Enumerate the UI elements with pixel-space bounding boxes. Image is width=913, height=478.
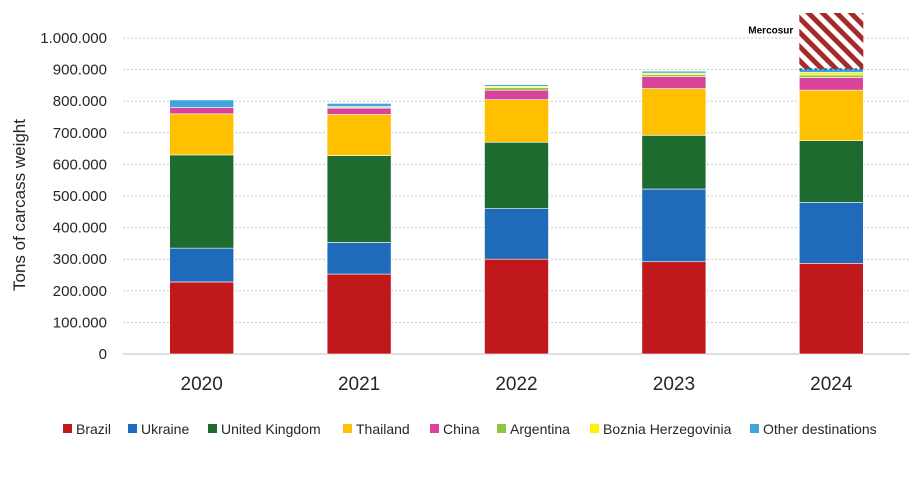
y-tick-label: 800.000 (53, 93, 107, 110)
bars (169, 68, 864, 355)
y-tick-label: 100.000 (53, 314, 107, 331)
bar-china-2024 (798, 77, 864, 91)
bar-thailand-2021 (326, 114, 392, 156)
legend-swatch (750, 424, 759, 433)
bar-argentina-2022 (484, 87, 549, 91)
legend-swatch (590, 424, 599, 433)
x-tick-label: 2024 (810, 374, 853, 395)
y-tick-label: 200.000 (53, 283, 107, 300)
y-tick-label: 0 (99, 346, 107, 363)
x-tick-label: 2023 (653, 374, 695, 395)
bar-other-destinations-2023 (641, 70, 707, 74)
y-tick-label: 700.000 (53, 125, 107, 142)
bar-china-2020 (169, 107, 234, 115)
legend-label: Ukraine (141, 421, 189, 437)
legend-swatch (208, 424, 217, 433)
y-tick-label: 400.000 (53, 220, 107, 237)
x-tick-label: 2021 (338, 374, 380, 395)
bar-united-kingdom-2023 (641, 135, 707, 190)
bar-ukraine-2024 (798, 202, 864, 264)
legend-label: Thailand (356, 421, 410, 437)
legend-label: Argentina (510, 421, 570, 437)
annotations: Mercosur (748, 13, 864, 71)
x-tick-label: 2020 (181, 374, 223, 395)
annotation-label: Mercosur (748, 25, 793, 36)
legend-label: Brazil (76, 421, 111, 437)
legend-swatch (63, 424, 72, 433)
legend-swatch (128, 424, 137, 433)
bar-boznia-herzegovinia-2024 (798, 72, 864, 76)
bar-thailand-2023 (641, 88, 707, 136)
bar-ukraine-2023 (641, 188, 707, 263)
y-tick-label: 1.000.000 (40, 30, 107, 47)
y-tick-label: 600.000 (53, 156, 107, 173)
y-tick-label: 500.000 (53, 188, 107, 205)
legend-label: Boznia Herzegovinia (603, 421, 732, 437)
bar-ukraine-2020 (169, 247, 234, 283)
bar-argentina-2024 (798, 74, 864, 78)
y-tick-label: 300.000 (53, 251, 107, 268)
bar-united-kingdom-2020 (169, 154, 234, 249)
bar-china-2022 (484, 89, 549, 100)
bar-china-2021 (326, 107, 392, 115)
legend-label: China (443, 421, 480, 437)
x-tick-label: 2022 (495, 374, 537, 395)
legend-swatch (497, 424, 506, 433)
bar-mercosur-hatched-2024 (799, 13, 864, 70)
bar-united-kingdom-2024 (798, 140, 864, 203)
bar-brazil-2021 (326, 273, 392, 355)
y-axis-ticks: 0 100.000 200.000 300.000 400.000 500.000 600.… (40, 30, 107, 363)
y-axis-label: Tons of carcass weight (10, 119, 29, 291)
bar-united-kingdom-2021 (326, 155, 392, 243)
bar-brazil-2022 (484, 258, 549, 355)
y-tick-label: 900.000 (53, 62, 107, 79)
bar-other-destinations-2021 (326, 103, 392, 107)
bar-brazil-2023 (641, 261, 707, 355)
bar-brazil-2020 (169, 281, 234, 355)
legend-label: United Kingdom (221, 421, 321, 437)
bar-ukraine-2021 (326, 242, 392, 275)
legend-swatch (430, 424, 439, 433)
bar-ukraine-2022 (484, 208, 549, 260)
legend-label: Other destinations (763, 421, 877, 437)
bar-thailand-2024 (798, 89, 864, 142)
bar-other-destinations-2022 (484, 84, 549, 87)
bar-other-destinations-2020 (169, 99, 234, 108)
bar-brazil-2024 (798, 263, 864, 355)
legend-swatch (343, 424, 352, 433)
x-axis-ticks: 2020 2021 2022 2023 2024 (181, 374, 853, 395)
bar-united-kingdom-2022 (484, 141, 549, 209)
bar-china-2023 (641, 76, 707, 89)
bar-thailand-2022 (484, 99, 549, 143)
bar-thailand-2020 (169, 113, 234, 156)
legend: Brazil Ukraine United Kingdom Thailand China… (63, 421, 877, 437)
